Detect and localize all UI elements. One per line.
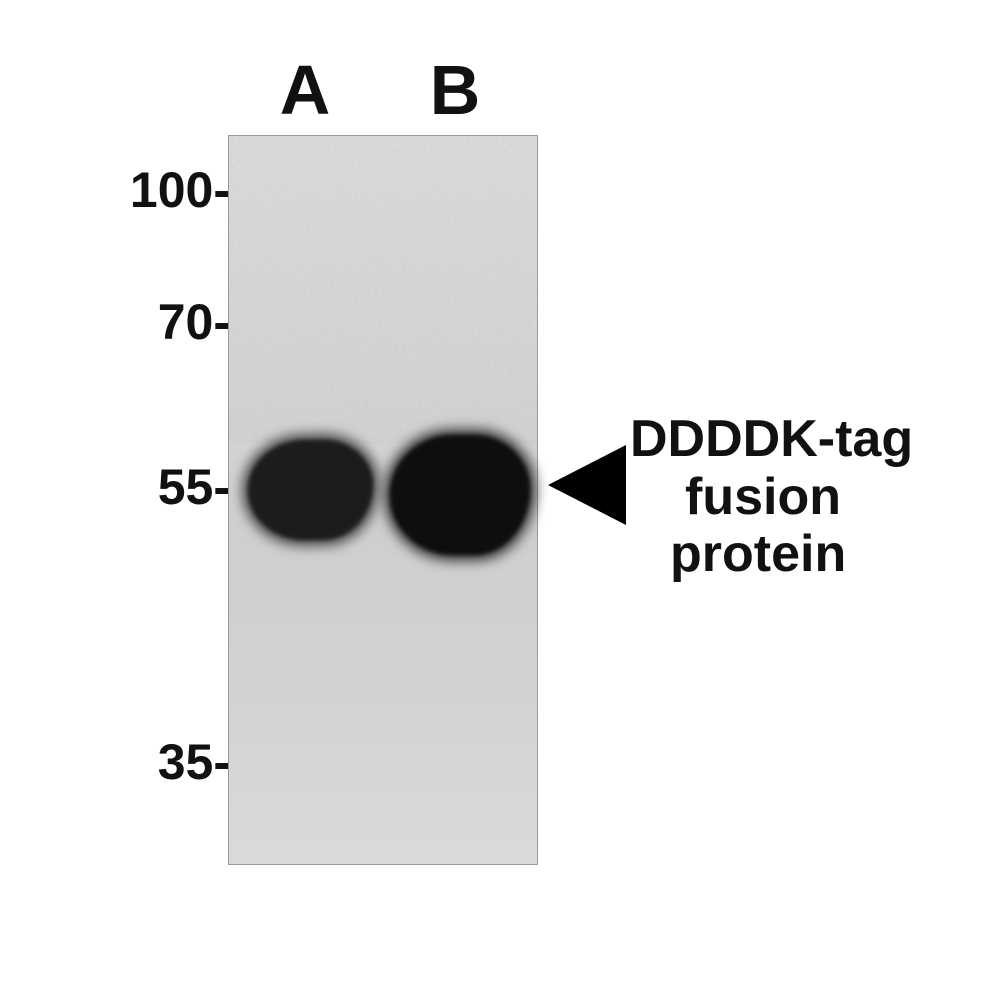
annotation-line-1: DDDDK-tag (630, 410, 913, 468)
lane-label-b: B (410, 50, 500, 130)
annotation-line-3: protein (670, 525, 846, 583)
annotation-line-2: fusion (685, 468, 841, 526)
mw-label-70: 70- (70, 293, 230, 351)
figure-canvas: A B 100- 70- 55- 35- DDDDK-tag fusion prote… (0, 0, 1000, 1000)
mw-label-55: 55- (70, 458, 230, 516)
lane-label-a: A (260, 50, 350, 130)
mw-label-100: 100- (70, 161, 230, 219)
blot-noise (229, 136, 537, 444)
band-lane-b (390, 435, 530, 555)
band-lane-a (247, 439, 374, 541)
mw-label-35: 35- (70, 733, 230, 791)
band-pointer-arrow (548, 445, 626, 525)
